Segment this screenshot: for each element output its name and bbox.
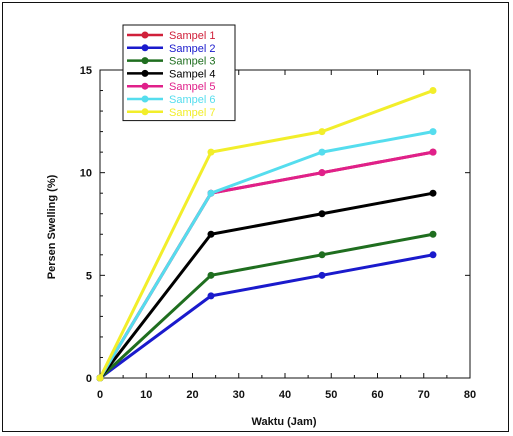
series-line-sampel-4 <box>98 191 434 379</box>
legend-swatch-marker <box>141 95 149 103</box>
x-axis-label: Waktu (Jam) <box>252 416 317 428</box>
legend-swatch-marker <box>141 31 149 39</box>
legend-label: Sampel 7 <box>169 107 215 119</box>
legend-item: Sampel 2 <box>127 43 215 55</box>
data-point-sampel-2 <box>207 292 215 300</box>
series-line-sampel-3 <box>98 232 434 380</box>
y-tick-label: 5 <box>86 270 92 282</box>
series-line-sampel-6 <box>98 130 434 379</box>
data-point-sampel-6 <box>207 189 215 197</box>
legend-label: Sampel 5 <box>169 81 215 93</box>
legend-swatch-marker <box>141 108 149 116</box>
series-sampel-7 <box>96 87 437 382</box>
x-tick-label: 10 <box>140 389 152 401</box>
data-point-sampel-3 <box>429 230 437 238</box>
x-tick-label: 20 <box>186 389 198 401</box>
data-point-sampel-4 <box>429 189 437 197</box>
legend-item: Sampel 3 <box>127 56 215 68</box>
legend-item: Sampel 7 <box>127 107 215 119</box>
y-tick-label: 0 <box>86 373 92 385</box>
chart-frame <box>2 2 509 432</box>
y-axis-label: Persen Swelling (%) <box>46 174 58 279</box>
data-point-sampel-6 <box>429 128 437 136</box>
data-point-sampel-3 <box>207 271 215 279</box>
series-line-sampel-7 <box>98 89 434 379</box>
series-sampel-3 <box>96 230 437 382</box>
series-layer <box>96 87 437 382</box>
data-point-sampel-6 <box>318 148 326 156</box>
legend-item: Sampel 4 <box>127 68 215 80</box>
legend-label: Sampel 1 <box>169 30 215 42</box>
legend-item: Sampel 6 <box>127 94 215 106</box>
legend-swatch-marker <box>141 69 149 77</box>
data-point-sampel-2 <box>318 271 326 279</box>
legend-label: Sampel 3 <box>169 56 215 68</box>
data-point-sampel-3 <box>318 251 326 259</box>
legend-label: Sampel 6 <box>169 94 215 106</box>
data-point-sampel-5 <box>318 169 326 177</box>
data-point-sampel-2 <box>429 251 437 259</box>
x-tick-label: 50 <box>325 389 337 401</box>
legend-label: Sampel 2 <box>169 43 215 55</box>
data-point-sampel-4 <box>318 210 326 218</box>
data-point-sampel-5 <box>429 148 437 156</box>
legend-swatch-marker <box>141 57 149 65</box>
legend-swatch-marker <box>141 44 149 52</box>
legend-item: Sampel 5 <box>127 81 215 93</box>
data-point-sampel-4 <box>207 230 215 238</box>
y-tick-label: 15 <box>80 65 92 77</box>
x-tick-label: 30 <box>233 389 245 401</box>
x-tick-label: 60 <box>371 389 383 401</box>
x-tick-label: 70 <box>418 389 430 401</box>
chart-axes: 0 10 20 30 40 50 60 70 80 0 5 10 15 <box>80 65 476 401</box>
data-point-sampel-7 <box>318 128 326 136</box>
legend-label: Sampel 4 <box>169 68 215 80</box>
y-tick-label: 10 <box>80 168 92 180</box>
data-point-sampel-7 <box>207 148 215 156</box>
legend-item: Sampel 1 <box>127 30 215 42</box>
data-point-sampel-7 <box>96 374 104 382</box>
series-line-sampel-2 <box>99 253 434 380</box>
data-point-sampel-7 <box>429 87 437 95</box>
x-tick-label: 80 <box>464 389 476 401</box>
legend-swatch-marker <box>141 82 149 90</box>
x-tick-label: 0 <box>97 389 103 401</box>
x-tick-label: 40 <box>279 389 291 401</box>
